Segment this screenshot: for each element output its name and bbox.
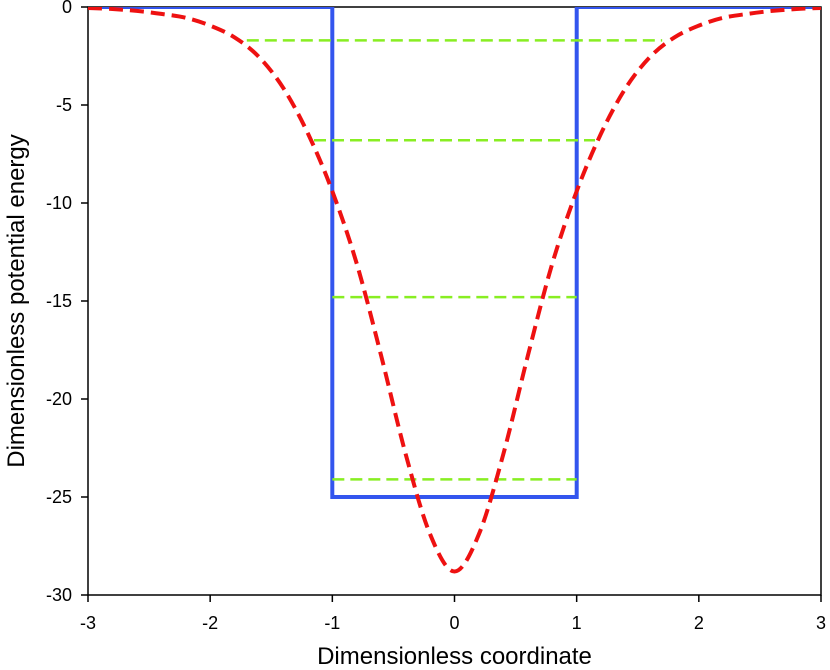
x-axis-ticks: -3 -2 -1 0 1 2 3 bbox=[80, 595, 826, 633]
x-tick-label: -3 bbox=[80, 613, 96, 633]
smooth-potential-line bbox=[88, 7, 821, 574]
x-tick-label: -1 bbox=[324, 613, 340, 633]
x-axis-label: Dimensionless coordinate bbox=[317, 643, 592, 670]
x-tick-label: -2 bbox=[202, 613, 218, 633]
y-tick-label: -20 bbox=[46, 389, 72, 409]
y-tick-label: -10 bbox=[46, 193, 72, 213]
y-tick-label: -15 bbox=[46, 291, 72, 311]
square-well-line bbox=[88, 7, 821, 499]
series-layer bbox=[88, 7, 821, 574]
x-tick-label: 2 bbox=[694, 613, 704, 633]
x-tick-label: 3 bbox=[816, 613, 826, 633]
x-tick-label: 0 bbox=[449, 613, 459, 633]
y-axis-ticks: 0 -5 -10 -15 -20 -25 -30 bbox=[46, 0, 88, 605]
plot-area bbox=[87, 6, 822, 596]
y-tick-label: 0 bbox=[62, 0, 72, 17]
x-tick-label: 1 bbox=[572, 613, 582, 633]
y-tick-label: -30 bbox=[46, 585, 72, 605]
y-tick-label: -5 bbox=[56, 95, 72, 115]
y-axis-label: Dimensionless potential energy bbox=[3, 134, 30, 468]
y-tick-label: -25 bbox=[46, 487, 72, 507]
